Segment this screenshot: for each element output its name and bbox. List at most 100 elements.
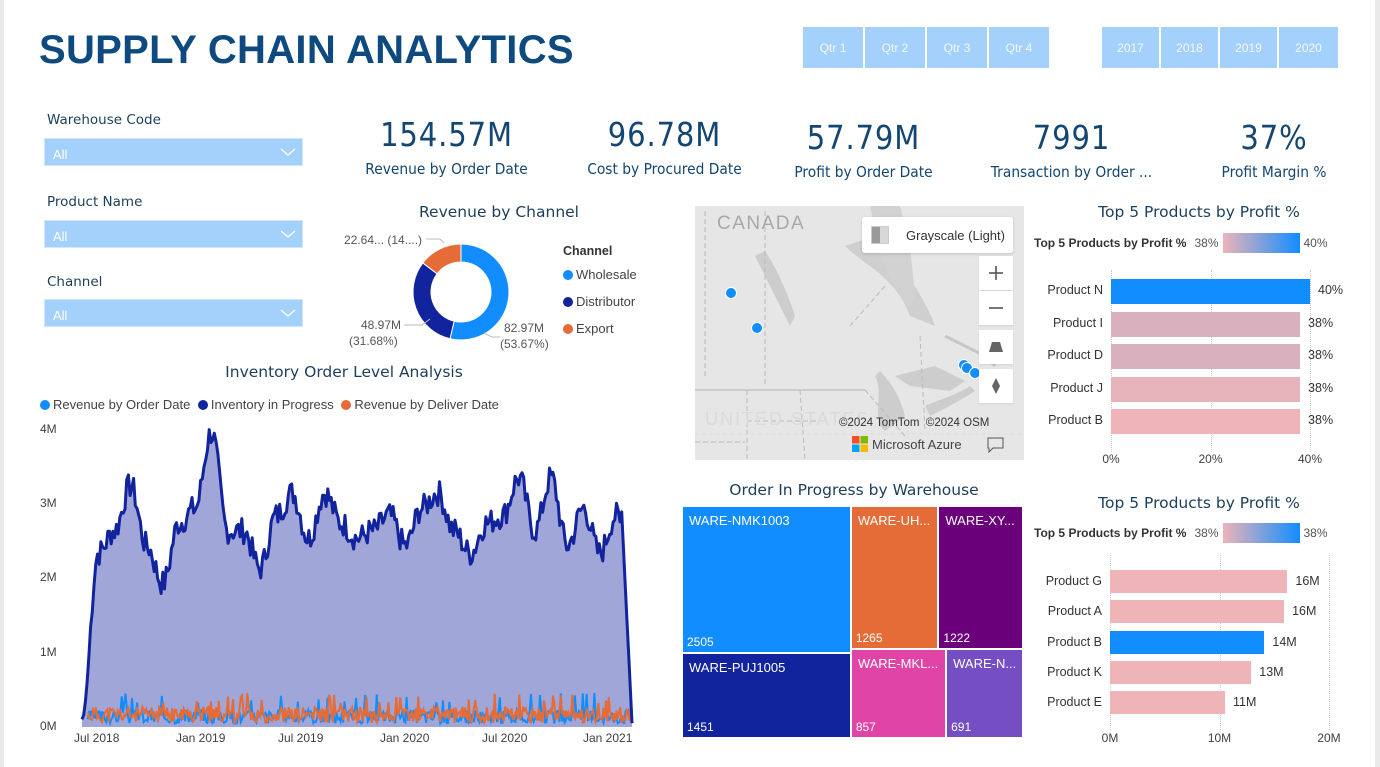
top5-profit-bar-chart: 0M 10M 20M Product G 16M Product A 16M Product … bbox=[1031, 555, 1376, 755]
bar-chart-1-gradient-legend: Top 5 Products by Profit % 38% 40% bbox=[1034, 233, 1328, 253]
x-tick-label: Jul 2020 bbox=[482, 731, 528, 745]
bar-chart-1-title: Top 5 Products by Profit % bbox=[1098, 203, 1300, 221]
treemap-cell[interactable]: WARE-XY... 1222 bbox=[938, 506, 1023, 649]
treemap-cell[interactable]: WARE-MKL... 857 bbox=[850, 648, 947, 738]
area-chart-title: Inventory Order Level Analysis bbox=[225, 363, 463, 381]
donut-data-sublabel-wholesale: (53.67%) bbox=[500, 337, 549, 351]
legend-dot-icon bbox=[563, 297, 573, 307]
legend-item-wholesale[interactable]: Wholesale bbox=[563, 267, 637, 282]
x-tick-label: Jul 2019 bbox=[278, 731, 324, 745]
legend-item-revenue-order-date[interactable]: Revenue by Order Date bbox=[40, 397, 190, 412]
map-style-picker[interactable]: Grayscale (Light) bbox=[862, 217, 1013, 253]
page-title: SUPPLY CHAIN ANALYTICS bbox=[39, 28, 574, 72]
bar-value-label: 38% bbox=[1308, 413, 1334, 427]
gradient-legend-bar bbox=[1222, 233, 1300, 253]
slicer-year-2018[interactable]: 2018 bbox=[1161, 27, 1218, 68]
bar[interactable] bbox=[1110, 600, 1285, 624]
gradient-legend-title: Top 5 Products by Profit % bbox=[1034, 236, 1187, 250]
x-tick-label: 10M bbox=[1207, 731, 1232, 745]
bar[interactable] bbox=[1111, 279, 1310, 304]
filter-label-channel: Channel bbox=[47, 274, 103, 290]
kpi-card-transactions: 7991 Transaction by Order ... bbox=[969, 118, 1174, 181]
y-tick-label: 0M bbox=[40, 719, 57, 733]
dropdown-value: All bbox=[53, 228, 68, 244]
map-zoom-out-button[interactable] bbox=[979, 291, 1013, 325]
compass-icon bbox=[992, 378, 1000, 394]
treemap-cell[interactable]: WARE-NMK1003 2505 bbox=[682, 506, 851, 653]
bar[interactable] bbox=[1111, 311, 1301, 337]
bar-category-label: Product J bbox=[1050, 380, 1103, 395]
bar[interactable] bbox=[1110, 660, 1252, 684]
donut-chart-title: Revenue by Channel bbox=[418, 203, 579, 221]
bar-value-label: 38% bbox=[1308, 380, 1334, 395]
legend-label: Distributor bbox=[576, 294, 636, 309]
map-label-canada: CANADA bbox=[717, 213, 806, 234]
map-pitch-button[interactable] bbox=[979, 330, 1013, 364]
bar[interactable] bbox=[1110, 630, 1265, 654]
treemap-cell[interactable]: WARE-UH... 1265 bbox=[850, 506, 939, 649]
bar[interactable] bbox=[1111, 344, 1301, 369]
dropdown-value: All bbox=[53, 146, 68, 162]
bar[interactable] bbox=[1110, 570, 1288, 593]
treemap-cell-value: 691 bbox=[951, 719, 972, 734]
plus-icon bbox=[989, 266, 1003, 280]
series-line-revenue-by-deliver-date bbox=[87, 693, 633, 727]
slicer-qtr-3[interactable]: Qtr 3 bbox=[927, 27, 987, 68]
legend-label: Wholesale bbox=[576, 267, 637, 282]
x-tick-label: 40% bbox=[1297, 452, 1323, 466]
legend-label: Revenue by Deliver Date bbox=[354, 397, 499, 412]
y-tick-label: 1M bbox=[40, 645, 57, 659]
bar[interactable] bbox=[1111, 409, 1301, 434]
x-tick-label: Jan 2021 bbox=[583, 731, 633, 745]
series-line-inventory-in-progress bbox=[80, 428, 634, 724]
map-brand: Microsoft Azure bbox=[852, 436, 962, 452]
donut-slice-distributor[interactable] bbox=[412, 262, 455, 340]
bar-value-label: 16M bbox=[1292, 604, 1317, 619]
bar-category-label: Product B bbox=[1048, 413, 1103, 427]
x-tick-label: Jan 2020 bbox=[380, 731, 430, 745]
legend-item-revenue-deliver-date[interactable]: Revenue by Deliver Date bbox=[341, 397, 499, 412]
kpi-card-cost: 96.78M Cost by Procured Date bbox=[562, 115, 767, 178]
treemap-cell[interactable]: WARE-N... 691 bbox=[946, 648, 1023, 738]
map-brand-label: Microsoft Azure bbox=[872, 436, 962, 452]
legend-item-inventory-in-progress[interactable]: Inventory in Progress bbox=[197, 397, 334, 412]
x-tick-label: Jan 2019 bbox=[176, 731, 226, 745]
slicer-qtr-2[interactable]: Qtr 2 bbox=[865, 27, 925, 68]
map-point[interactable] bbox=[751, 322, 763, 334]
kpi-card-profit-margin: 37% Profit Margin % bbox=[1174, 118, 1374, 181]
bar[interactable] bbox=[1111, 376, 1301, 402]
feedback-icon[interactable] bbox=[987, 437, 1004, 453]
slicer-qtr-4[interactable]: Qtr 4 bbox=[989, 27, 1049, 68]
map-zoom-in-button[interactable] bbox=[979, 256, 1013, 290]
donut-slice-wholesale[interactable] bbox=[449, 243, 510, 341]
treemap-cell[interactable]: WARE-PUJ1005 1451 bbox=[682, 652, 851, 738]
slicer-year-2020[interactable]: 2020 bbox=[1279, 27, 1338, 68]
chevron-down-icon bbox=[280, 309, 296, 317]
microsoft-logo-icon bbox=[852, 436, 868, 452]
map-compass-button[interactable] bbox=[979, 369, 1013, 403]
slicer-year-2017[interactable]: 2017 bbox=[1102, 27, 1159, 68]
product-name-dropdown[interactable]: All bbox=[44, 220, 303, 248]
legend-item-export[interactable]: Export bbox=[563, 321, 614, 336]
kpi-label: Revenue by Order Date bbox=[365, 160, 528, 178]
revenue-by-channel-donut bbox=[404, 238, 510, 341]
slicer-qtr-1[interactable]: Qtr 1 bbox=[803, 27, 863, 68]
bar-chart-2-gradient-legend: Top 5 Products by Profit % 38% 38% bbox=[1034, 523, 1328, 543]
y-tick-label: 2M bbox=[40, 570, 57, 584]
donut-data-label-export: 22.64... (14....) bbox=[344, 233, 423, 247]
legend-item-distributor[interactable]: Distributor bbox=[563, 294, 635, 309]
kpi-label: Profit Margin % bbox=[1221, 163, 1327, 181]
gradient-legend-min: 38% bbox=[1194, 526, 1219, 540]
gradient-legend-min: 38% bbox=[1194, 236, 1219, 250]
x-tick-label: 20% bbox=[1198, 452, 1223, 466]
bar[interactable] bbox=[1110, 691, 1225, 715]
map-point[interactable] bbox=[725, 287, 737, 299]
channel-dropdown[interactable]: All bbox=[44, 299, 303, 327]
bar-category-label: Product K bbox=[1047, 664, 1102, 679]
warehouse-map[interactable]: CANADA UNITED STATES Grayscale (Light) ©… bbox=[695, 206, 1024, 460]
x-tick-label: 20M bbox=[1317, 731, 1341, 745]
treemap-cell-label: WARE-UH... bbox=[857, 513, 931, 528]
slicer-year-2019[interactable]: 2019 bbox=[1220, 27, 1277, 68]
donut-slice-export[interactable] bbox=[422, 243, 462, 275]
warehouse-code-dropdown[interactable]: All bbox=[44, 138, 303, 166]
